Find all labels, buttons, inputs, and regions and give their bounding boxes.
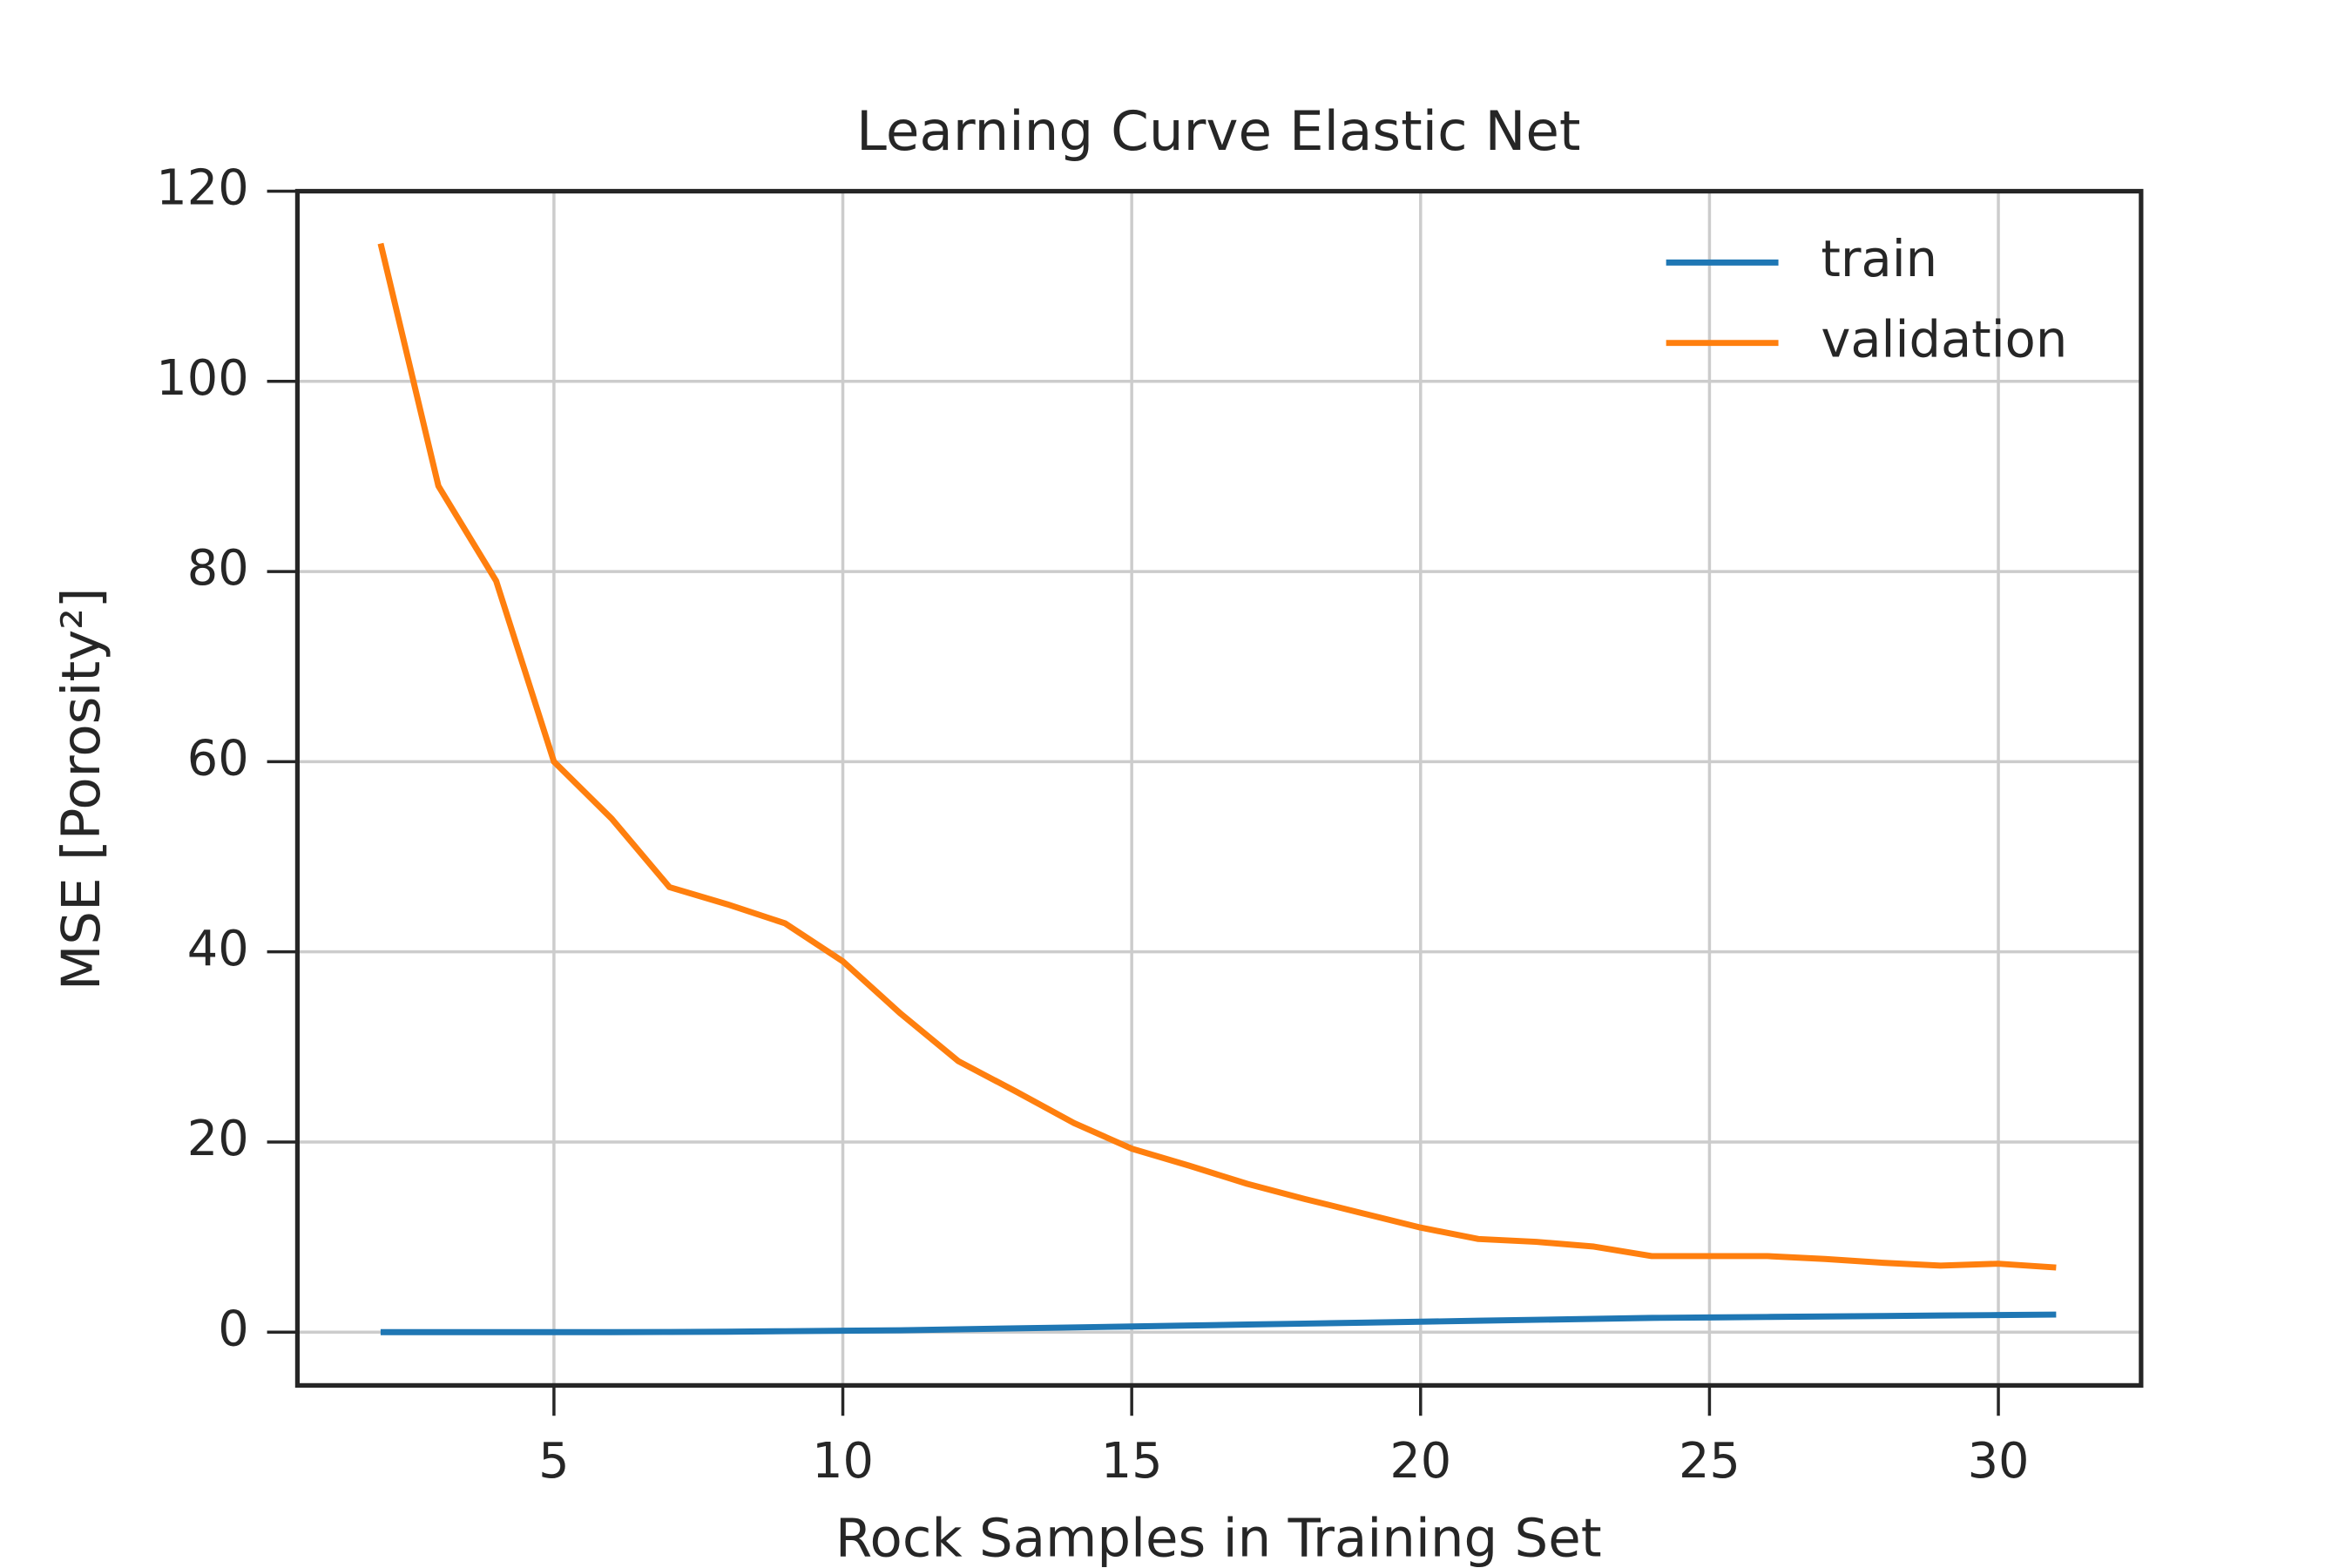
y-tick-label: 120 [156,160,248,217]
plot-frame [294,188,2144,1389]
legend-label: validation [1821,310,2067,368]
y-tick-label: 40 [187,921,249,977]
x-tick-label: 20 [1389,1433,1451,1490]
x-tick-label: 30 [1968,1433,2030,1490]
y-axis-label: MSE [Porosity²] [51,587,112,990]
y-tick-label: 100 [156,350,248,407]
y-tick-label: 80 [187,540,249,597]
chart-title: Learning Curve Elastic Net [856,99,1580,163]
x-tick-label: 25 [1679,1433,1740,1490]
line-series [380,1311,2057,1335]
x-tick-label: 10 [812,1433,874,1490]
x-axis-label: Rock Samples in Training Set [835,1507,1602,1568]
legend-label: train [1821,230,1937,288]
y-tick-label: 60 [187,731,249,787]
y-tick-label: 20 [187,1111,249,1167]
line-series [377,242,2057,1271]
x-tick-label: 15 [1101,1433,1163,1490]
y-tick-label: 0 [218,1301,248,1357]
x-tick-label: 5 [538,1433,569,1490]
